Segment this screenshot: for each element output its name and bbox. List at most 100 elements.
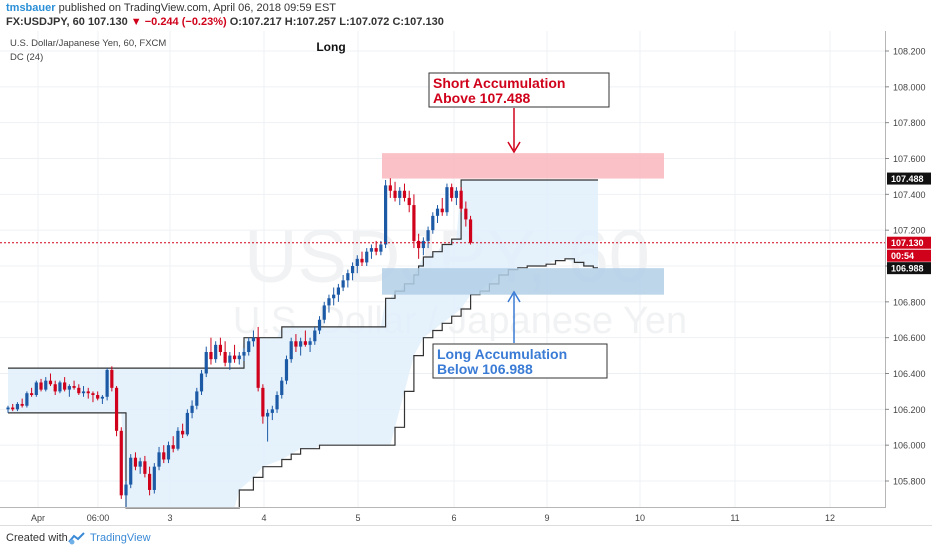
short-price-badge: 107.488 xyxy=(891,174,924,184)
long-arrow-head-icon xyxy=(507,290,521,303)
candle-body xyxy=(251,337,256,342)
candle-body xyxy=(294,341,298,347)
candle-body xyxy=(232,355,237,360)
candle-body xyxy=(384,185,388,245)
chart-title: Long xyxy=(316,40,345,54)
candle-body xyxy=(360,258,364,263)
candle-body xyxy=(15,403,20,410)
candle-body xyxy=(355,258,359,266)
candle-body xyxy=(237,355,241,360)
candle-body xyxy=(190,405,194,413)
candle-body xyxy=(440,208,444,213)
candle-body xyxy=(143,461,147,474)
candle-body xyxy=(129,457,133,485)
candle-body xyxy=(228,355,232,363)
candle-body xyxy=(162,452,166,460)
candle-body xyxy=(374,248,378,252)
candle-body xyxy=(280,380,284,395)
donchian-lower-line xyxy=(8,258,598,509)
time-tick-label: 06:00 xyxy=(87,513,110,523)
candle-body xyxy=(105,369,109,397)
low-value: L:107.072 xyxy=(339,16,390,28)
candle-body xyxy=(6,407,10,410)
candle-body xyxy=(110,369,114,388)
candle-body xyxy=(332,294,336,299)
current-price-badge-bg xyxy=(887,236,931,249)
candle-body xyxy=(445,187,449,213)
candle-body xyxy=(72,386,76,388)
candle-body xyxy=(100,396,104,399)
candle-body xyxy=(124,484,128,496)
long-annotation-box[interactable] xyxy=(432,343,608,379)
candle-body xyxy=(199,373,204,392)
publish-header: tmsbauer published on TradingView.com, A… xyxy=(0,0,932,30)
candle-body xyxy=(435,208,440,216)
candle-body xyxy=(204,352,208,374)
long-price-badge-bg xyxy=(887,262,931,275)
candle-body xyxy=(454,190,458,198)
candle-body xyxy=(393,190,397,198)
candle-body xyxy=(313,330,317,342)
price-tick-label: 106.000 xyxy=(893,441,926,451)
tradingview-brand[interactable]: TradingView xyxy=(90,532,151,544)
candle-body xyxy=(266,412,270,417)
candle-body xyxy=(341,280,345,288)
candle-body xyxy=(369,248,374,252)
price-tick-label: 106.400 xyxy=(893,369,926,379)
candle-body xyxy=(322,305,326,320)
candle-body xyxy=(25,393,29,406)
time-tick-label: 6 xyxy=(451,513,456,523)
candle-body xyxy=(166,445,171,460)
short-annotation-box[interactable] xyxy=(428,72,610,108)
short-price-badge-bg xyxy=(887,172,931,185)
short-annotation-line2: Above 107.488 xyxy=(433,90,530,106)
price-tick-label: 106.200 xyxy=(893,405,926,415)
created-with-text: Created with xyxy=(6,532,68,544)
candle-body xyxy=(247,341,251,352)
candle-body xyxy=(299,341,303,347)
price-tick-label: 106.600 xyxy=(893,333,926,343)
candle-body xyxy=(157,452,161,467)
candle-body xyxy=(176,430,180,449)
last-price: 107.130 xyxy=(87,16,128,28)
candle-body xyxy=(398,190,402,198)
candle-body xyxy=(421,240,425,249)
long-annotation-line2: Below 106.988 xyxy=(437,361,533,377)
candle-body xyxy=(20,403,24,406)
candle-body xyxy=(350,266,355,274)
candle-body xyxy=(11,407,15,410)
short-accumulation-zone xyxy=(382,153,664,179)
candle-body xyxy=(48,380,53,385)
candle-body xyxy=(171,445,175,449)
time-axis[interactable]: Apr 06:00 3 4 5 6 9 10 11 12 xyxy=(31,513,835,523)
time-tick-label: 4 xyxy=(261,513,266,523)
price-axis[interactable]: 108.200 108.000 107.800 107.600 107.400 107.2… xyxy=(885,47,931,487)
author-name[interactable]: tmsbauer xyxy=(6,2,56,14)
candle-body xyxy=(44,380,48,390)
candle-body xyxy=(468,219,473,243)
price-tick-label: 105.800 xyxy=(893,477,926,487)
short-arrow-head-icon xyxy=(507,141,521,154)
candle-body xyxy=(303,341,307,345)
candle-body xyxy=(402,190,407,198)
candle-body xyxy=(459,190,463,209)
candle-body xyxy=(209,352,213,360)
candle-body xyxy=(289,341,293,360)
short-annotation-line1: Short Accumulation xyxy=(433,75,566,91)
candle-body xyxy=(256,337,260,388)
high-value: H:107.257 xyxy=(284,16,337,28)
long-accumulation-zone xyxy=(382,268,664,295)
candle-body xyxy=(39,382,43,390)
time-tick-label: Apr xyxy=(31,513,45,523)
price-tick-label: 107.600 xyxy=(893,154,926,164)
candle-body xyxy=(218,344,222,352)
candle-body xyxy=(223,352,227,363)
candle-body xyxy=(133,457,138,467)
candle-body xyxy=(34,382,38,395)
time-tick-label: 5 xyxy=(355,513,360,523)
accumulation-zones xyxy=(382,153,664,295)
publish-line: tmsbauer published on TradingView.com, A… xyxy=(6,2,336,14)
candle-body xyxy=(317,319,322,331)
candle-body xyxy=(58,382,62,392)
